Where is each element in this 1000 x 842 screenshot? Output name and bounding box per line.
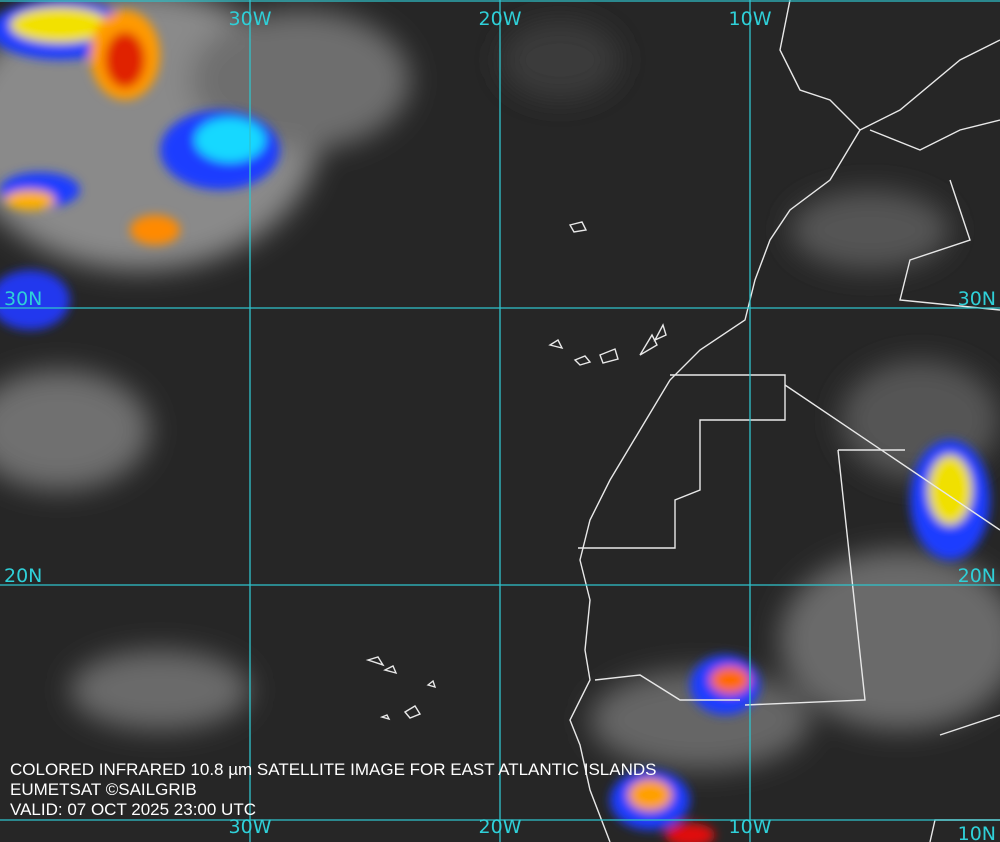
latitude-label: 10N [958,823,996,842]
latitude-label: 20N [4,565,42,587]
caption-title: COLORED INFRARED 10.8 µm SATELLITE IMAGE… [10,760,657,779]
coastlines [365,0,1000,842]
latitude-label: 30N [4,288,42,310]
latitude-label: 30N [958,288,996,310]
longitude-label: 30W [229,8,272,30]
longitude-label: 10W [729,8,772,30]
longitude-label: 20W [479,8,522,30]
caption-source: EUMETSAT ©SAILGRIB [10,780,197,799]
longitude-label: 10W [729,816,772,838]
latitude-label: 20N [958,565,996,587]
caption-valid-time: VALID: 07 OCT 2025 23:00 UTC [10,800,256,819]
longitude-label: 20W [479,816,522,838]
clouds [0,0,1000,770]
longitude-label: 30W [229,816,272,838]
